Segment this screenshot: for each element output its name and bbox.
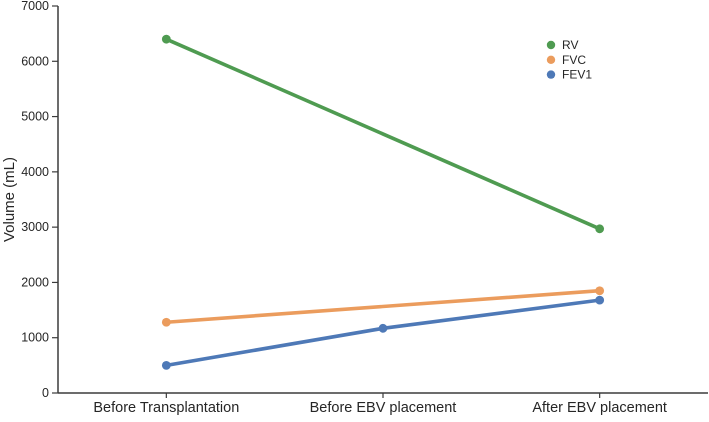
y-tick-label: 5000 (21, 110, 49, 124)
legend-label-rv: RV (562, 38, 578, 52)
series-line-fvc (164, 288, 602, 325)
series-marker-fvc (595, 286, 605, 296)
x-tick-label: After EBV placement (532, 400, 667, 416)
legend-marker-rv (546, 40, 556, 50)
series-marker-rv (161, 34, 171, 44)
y-tick-label: 0 (42, 386, 49, 400)
y-tick-label: 7000 (21, 0, 49, 13)
series-marker-fev1 (595, 295, 605, 305)
legend-label-fvc: FVC (562, 53, 586, 67)
x-tick-label: Before Transplantation (93, 400, 239, 416)
series-line-fev1 (164, 298, 602, 368)
y-tick-label: 1000 (21, 331, 49, 345)
y-tick-label: 6000 (21, 54, 49, 68)
series-marker-fvc (161, 317, 171, 327)
series-line-rv (164, 37, 602, 231)
series-marker-fev1 (161, 360, 171, 370)
x-tick-label: Before EBV placement (310, 400, 457, 416)
y-tick-label: 4000 (21, 165, 49, 179)
legend-marker-fev1 (546, 70, 556, 79)
series-marker-fev1 (378, 323, 388, 333)
y-tick-label: 3000 (21, 220, 49, 234)
y-tick-label: 2000 (21, 275, 49, 289)
y-axis-title: Volume (mL) (1, 157, 18, 242)
series-marker-rv (595, 224, 605, 234)
legend-marker-fvc (546, 55, 556, 64)
legend-label-fev1: FEV1 (562, 68, 592, 82)
